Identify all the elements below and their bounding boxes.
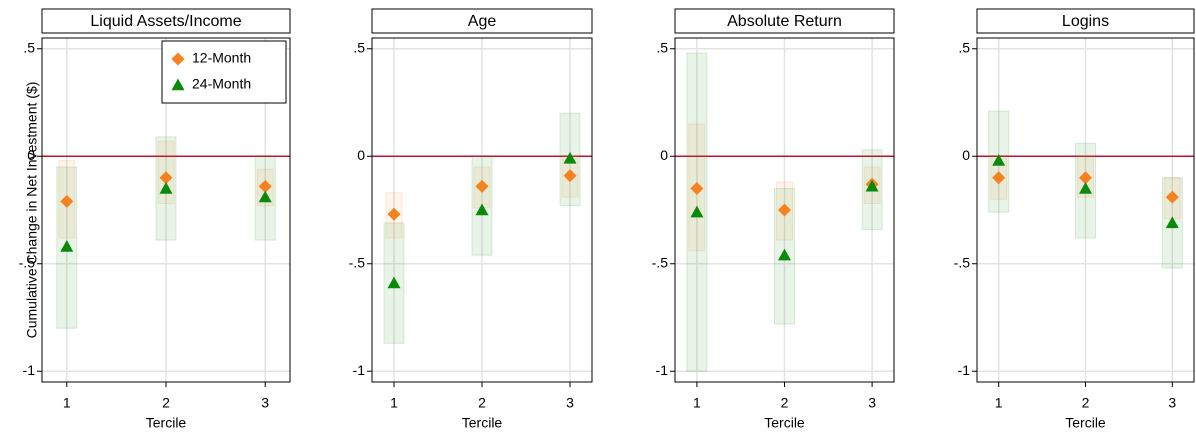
diamond-marker	[60, 194, 74, 208]
diamond-marker	[778, 203, 791, 217]
panel-title: Liquid Assets/Income	[90, 13, 241, 30]
diamond-marker	[387, 207, 401, 221]
y-tick-label: 0	[962, 147, 970, 163]
x-tick-label: 2	[781, 395, 789, 411]
x-tick-label: 3	[261, 395, 269, 411]
diamond-marker	[171, 52, 185, 66]
diamond-marker	[563, 169, 577, 183]
triangle-marker	[778, 248, 791, 261]
triangle-marker	[60, 240, 74, 252]
y-tick-label: .5	[958, 39, 970, 55]
y-tick-label: -1	[656, 362, 669, 378]
y-tick-label: -.5	[19, 254, 36, 270]
triangle-marker	[563, 151, 577, 164]
legend-box	[161, 40, 287, 104]
y-tick-label: -.5	[652, 254, 669, 270]
triangle-marker	[387, 276, 401, 289]
x-tick-label: 2	[162, 395, 170, 411]
triangle-marker	[690, 205, 704, 218]
triangle-marker	[475, 203, 489, 216]
diamond-marker	[992, 171, 1006, 185]
y-tick-label: -1	[958, 362, 971, 378]
y-tick-label: .5	[23, 39, 35, 55]
x-tick-label: 1	[390, 395, 398, 411]
x-axis-label: Tercile	[462, 415, 503, 431]
title-box	[41, 8, 291, 34]
triangle-marker	[865, 179, 879, 192]
plot-frame	[371, 37, 593, 383]
title-box	[976, 8, 1195, 34]
triangle-marker	[258, 190, 272, 203]
y-axis-label: Cumulative Change in Net Investment ($)	[24, 82, 40, 339]
panel-title: Absolute Return	[727, 13, 842, 30]
y-tick-label: -.5	[349, 254, 366, 270]
triangle-marker	[159, 182, 173, 194]
diamond-marker	[1079, 171, 1092, 185]
triangle-marker	[992, 154, 1006, 166]
panel-title: Logins	[1062, 13, 1109, 30]
y-tick-label: .5	[353, 39, 365, 55]
diamond-marker	[159, 171, 173, 185]
plot-frame	[41, 37, 291, 383]
diamond-marker	[475, 179, 489, 193]
y-tick-label: -1	[23, 362, 36, 378]
x-tick-label: 2	[478, 395, 486, 411]
x-axis-label: Tercile	[1065, 415, 1106, 431]
plot-frame	[976, 37, 1195, 383]
x-tick-label: 3	[868, 395, 876, 411]
x-tick-label: 1	[693, 395, 701, 411]
diamond-marker	[1165, 190, 1179, 204]
title-box	[371, 8, 593, 34]
y-tick-label: 0	[660, 147, 668, 163]
diamond-marker	[258, 179, 272, 193]
triangle-marker	[1079, 182, 1092, 194]
diamond-marker	[690, 182, 704, 195]
x-axis-label: Tercile	[764, 415, 805, 431]
x-tick-label: 2	[1082, 395, 1090, 411]
legend-label: 24-Month	[192, 76, 251, 92]
triangle-marker	[171, 78, 185, 91]
y-tick-label: -.5	[954, 254, 971, 270]
y-tick-label: 0	[357, 147, 365, 163]
x-tick-label: 3	[1168, 395, 1176, 411]
y-tick-label: -1	[353, 362, 366, 378]
x-tick-label: 1	[63, 395, 71, 411]
x-axis-label: Tercile	[146, 415, 187, 431]
y-tick-label: 0	[27, 147, 35, 163]
triangle-marker	[1165, 216, 1179, 229]
x-tick-label: 3	[566, 395, 574, 411]
legend-label: 12-Month	[192, 50, 251, 66]
title-box	[674, 8, 895, 34]
x-tick-label: 1	[995, 395, 1003, 411]
y-tick-label: .5	[656, 39, 668, 55]
panel-title: Age	[468, 13, 497, 30]
plot-frame	[674, 37, 895, 383]
